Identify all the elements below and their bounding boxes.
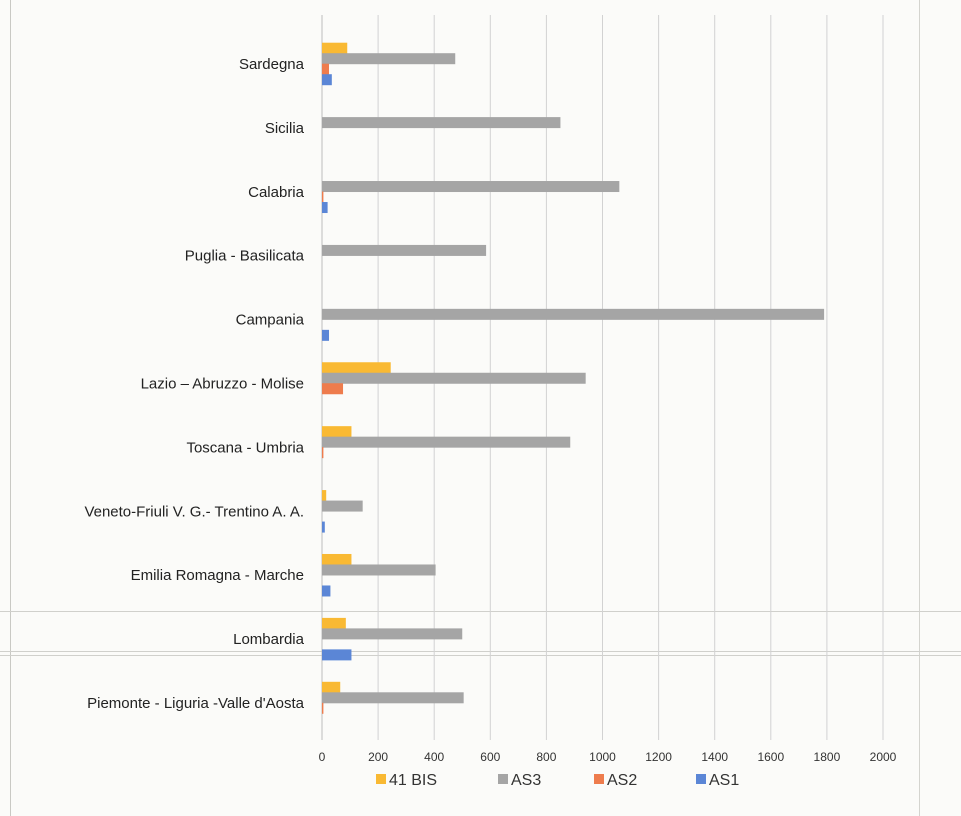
legend-swatch [376,774,386,784]
x-tick-labels: 0 200 400 600 800 1000 1200 1400 1600 1800 2000 [319,750,897,764]
category-label: Sardegna [239,56,305,73]
legend-swatch [696,774,706,784]
x-tick-label: 1000 [589,750,616,764]
x-tick-label: 1400 [701,750,728,764]
bar [322,308,825,320]
x-tick-label: 200 [368,750,388,764]
bar [322,553,352,565]
legend-swatch [594,774,604,784]
bar [322,702,324,714]
category-label: Toscana - Umbria [186,439,304,456]
bar [322,181,620,193]
category-label: Veneto-Friuli V. G.- Trentino A. A. [84,503,304,520]
category-label: Lombardia [233,631,305,648]
bar [322,244,487,256]
category-label: Emilia Romagna - Marche [131,567,304,584]
bar [322,383,344,395]
category-labels: Sardegna Sicilia Calabria Puglia - Basilica… [84,56,304,712]
bar [322,202,328,214]
legend-label: 41 BIS [389,772,437,789]
legend-label: AS2 [607,772,637,789]
category-label: Puglia - Basilicata [185,248,305,265]
x-tick-label: 1800 [814,750,841,764]
x-tick-label: 1200 [645,750,672,764]
legend-label: AS3 [511,772,541,789]
bar [322,521,325,533]
category-label: Piemonte - Liguria -Valle d'Aosta [87,695,305,712]
bar [322,490,327,502]
bar [322,362,391,374]
bar [322,372,586,384]
category-label: Sicilia [265,120,305,137]
bar [322,42,348,54]
bar [322,74,332,86]
legend-label: AS1 [709,772,739,789]
bar [322,117,561,129]
bar [322,329,330,341]
legend: 41 BIS AS3 AS2 AS1 [376,772,739,789]
scan-line [0,611,961,612]
bar [322,649,352,661]
bar [322,426,352,438]
x-tick-label: 400 [424,750,444,764]
chart-frame [10,0,920,816]
bar [322,436,571,448]
x-tick-label: 2000 [870,750,897,764]
bar [322,53,456,65]
x-tick-label: 1600 [757,750,784,764]
legend-swatch [498,774,508,784]
bar [322,191,324,203]
bar [322,617,346,629]
x-tick-label: 0 [319,750,326,764]
category-label: Calabria [248,184,305,201]
x-tick-label: 600 [480,750,500,764]
bar [322,681,341,693]
category-label: Campania [236,312,305,329]
category-label: Lazio – Abruzzo - Molise [141,376,304,393]
bar [322,447,324,459]
bar [322,692,464,704]
x-tick-label: 800 [536,750,556,764]
scan-line [0,655,961,656]
bars [322,42,825,714]
bar [322,585,331,597]
bar [322,63,330,75]
scan-line [0,651,961,652]
bar [322,564,436,576]
bar [322,500,363,512]
bar [322,628,463,640]
